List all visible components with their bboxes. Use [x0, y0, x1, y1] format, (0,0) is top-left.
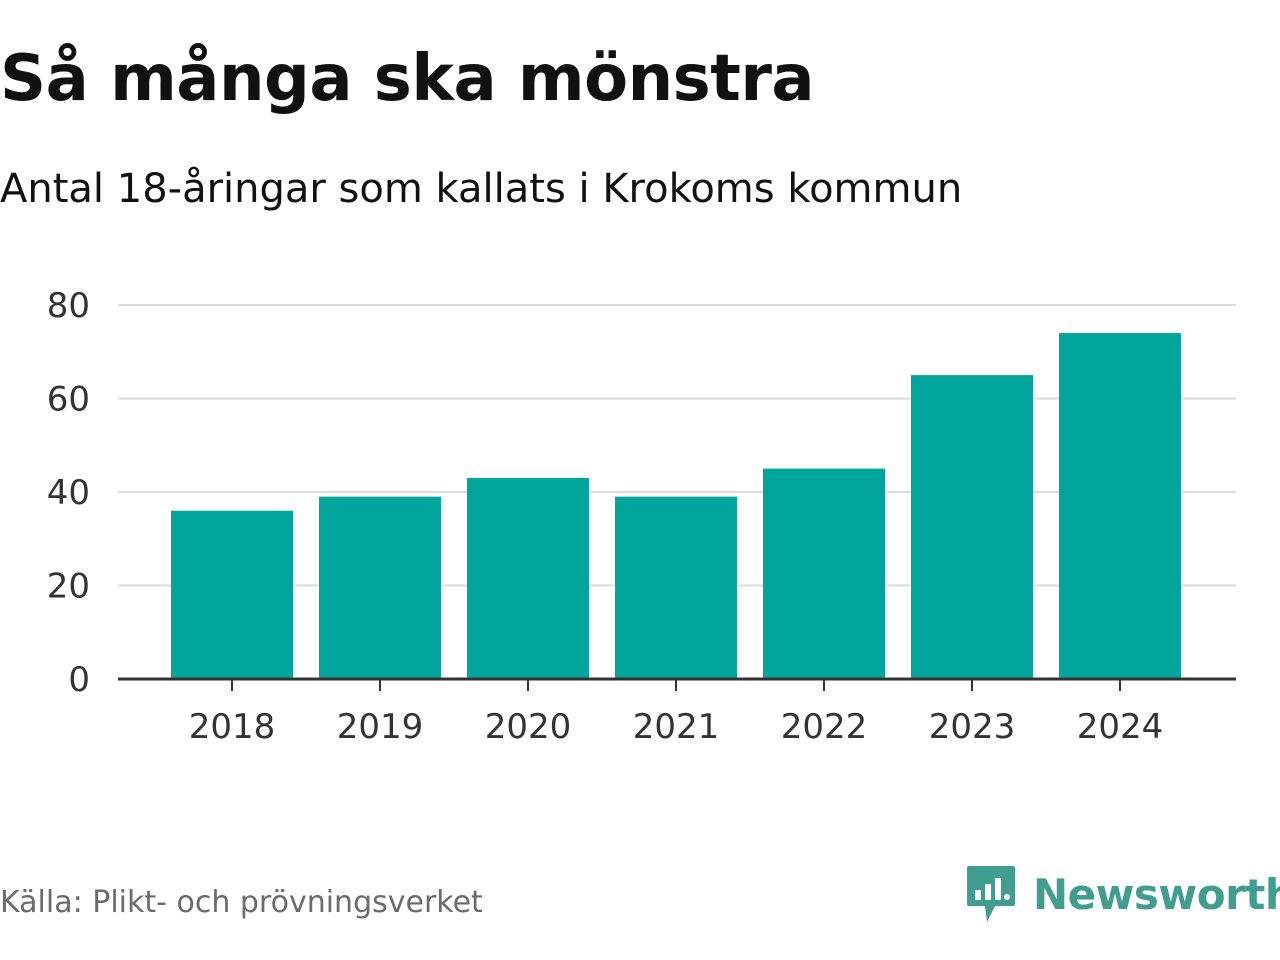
bar-2022 [763, 468, 885, 679]
bar-2020 [467, 477, 589, 679]
y-tick-label: 80 [47, 286, 90, 326]
x-tick-label: 2019 [337, 707, 424, 747]
axes: 0 20 40 60 80 2018 2019 2020 2021 2022 2023 2024 [47, 286, 1236, 747]
x-tick-label: 2022 [781, 707, 868, 747]
bar-2023 [911, 375, 1033, 679]
bar-2021 [615, 496, 737, 679]
bar-2018 [171, 510, 293, 679]
y-tick-label: 60 [47, 380, 90, 420]
x-tick-label: 2024 [1077, 707, 1164, 747]
newsworthy-logo-icon [967, 866, 1015, 922]
y-tick-label: 0 [68, 660, 90, 700]
bar-chart: 0 20 40 60 80 2018 2019 2020 2021 2022 2023 2024 [47, 286, 1236, 747]
bar-2024 [1059, 333, 1181, 679]
brand-logo: Newsworthy [965, 864, 1280, 924]
chart-subtitle: Antal 18-åringar som kallats i Krokoms k… [0, 166, 963, 212]
x-tick-label: 2021 [633, 707, 720, 747]
x-tick-label: 2020 [485, 707, 572, 747]
bar-2019 [319, 496, 441, 679]
chart-title: Så många ska mönstra [0, 42, 815, 116]
x-tick-label: 2018 [189, 707, 276, 747]
bars [171, 333, 1181, 679]
y-tick-label: 40 [47, 473, 90, 513]
source-note: Källa: Plikt- och prövningsverket [0, 885, 483, 920]
x-tick-label: 2023 [929, 707, 1016, 747]
brand-name: Newsworthy [1033, 869, 1280, 919]
y-tick-label: 20 [47, 567, 90, 607]
